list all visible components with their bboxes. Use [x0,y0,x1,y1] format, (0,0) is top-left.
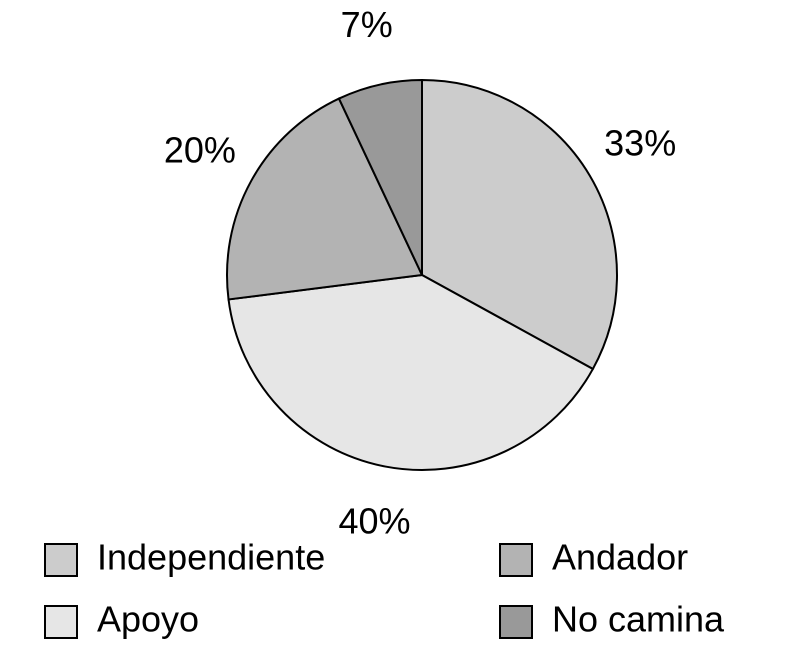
pie-slice [421,78,618,371]
legend-swatch [44,605,78,639]
legend-label: Andador [552,537,688,578]
legend-swatch [499,605,533,639]
slice-label: 40% [338,501,410,542]
pie-slice [227,273,595,471]
slice-label: 33% [604,122,676,163]
pie-slice [226,97,424,301]
pie-slice [337,78,423,276]
legend-label: No camina [552,599,725,640]
legend-label: Apoyo [97,599,199,640]
legend-label: Independiente [97,537,325,578]
legend-swatch [44,543,78,577]
slice-label: 20% [164,129,236,170]
slice-label: 7% [341,4,393,45]
legend-swatch [499,543,533,577]
